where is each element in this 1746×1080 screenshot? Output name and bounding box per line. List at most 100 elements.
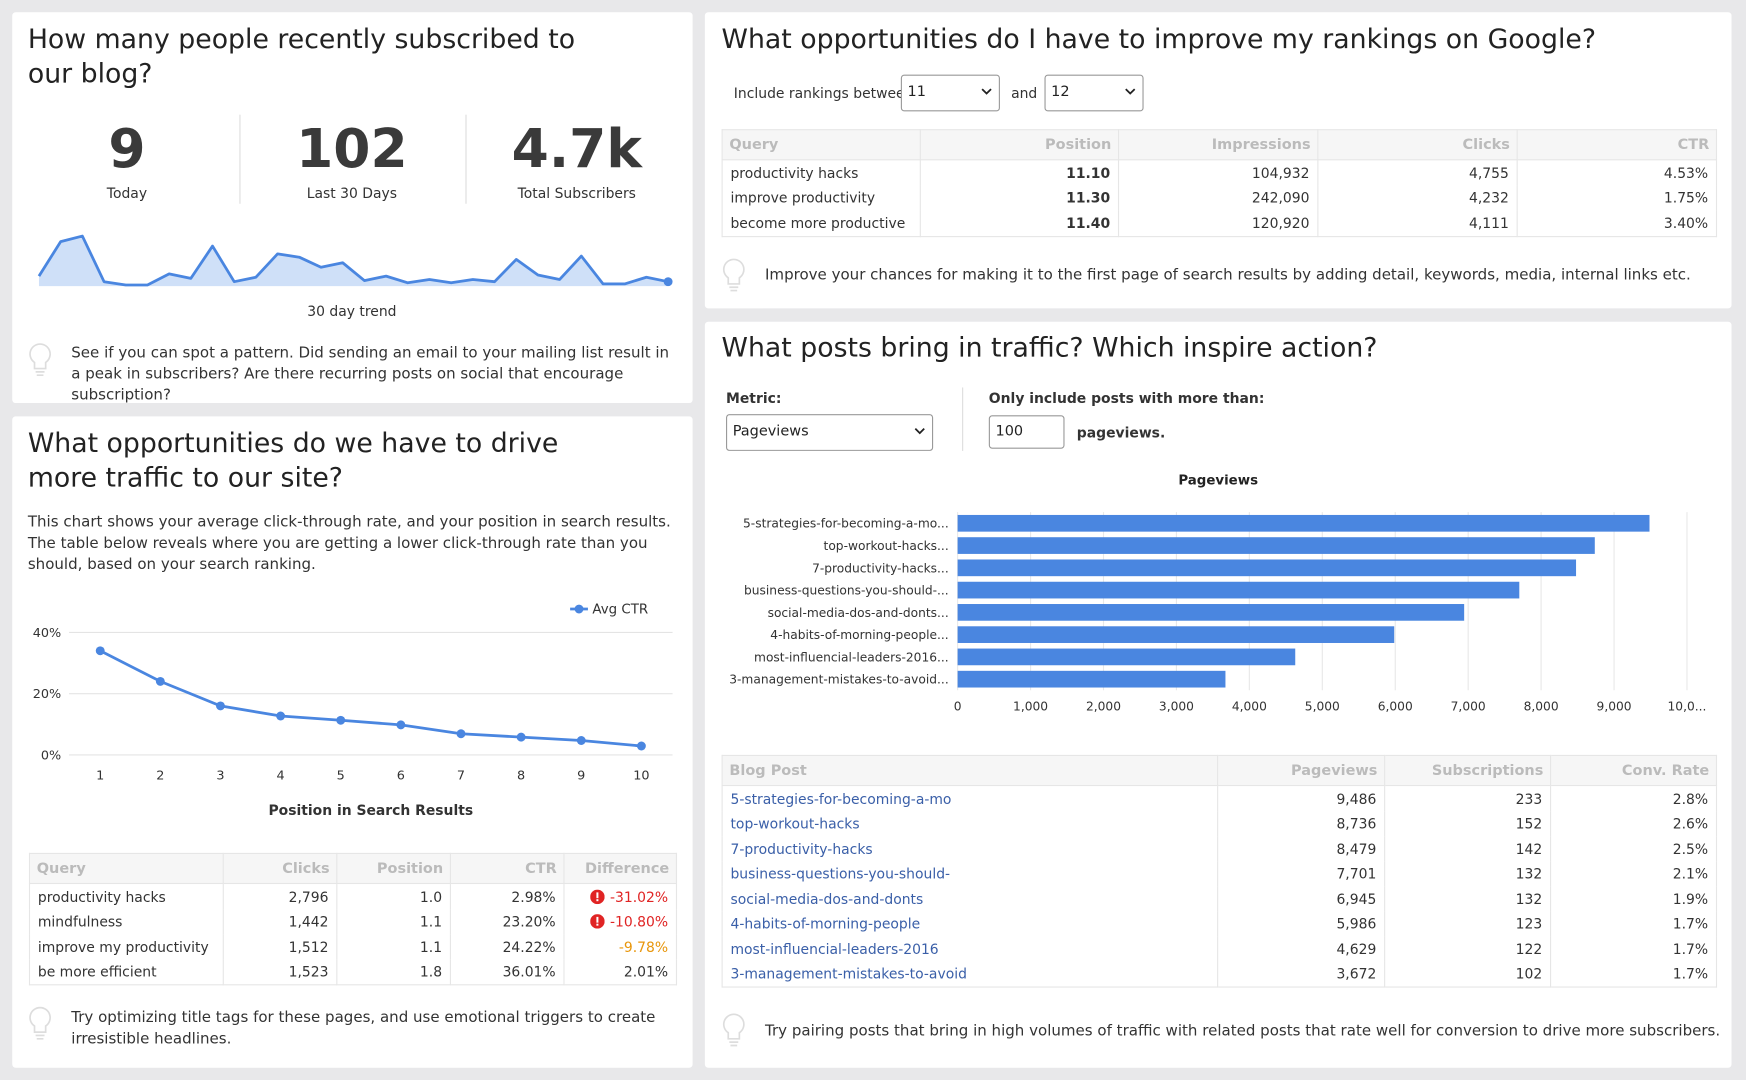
cell-text: 11.40 xyxy=(1066,214,1111,232)
table-cell: 5,986 xyxy=(1217,911,1386,937)
y-tick-label: 5-strategies-for-becoming-a-mo... xyxy=(743,517,949,531)
x-axis-label: 30 day trend xyxy=(307,304,396,320)
tip-icon xyxy=(722,1013,745,1047)
select[interactable]: 12 xyxy=(1044,74,1144,112)
bar-chart: Pageviews 0 1,000 2,000 3,000 4,000 5,000 6,000… xyxy=(729,473,1706,713)
bar xyxy=(957,514,1650,532)
x-tick-label: 3 xyxy=(216,768,224,783)
column-header: Position xyxy=(336,852,451,885)
x-tick-label: 7,000 xyxy=(1451,699,1486,713)
table-cell: 242,090 xyxy=(1117,185,1319,211)
alert-mark xyxy=(596,892,599,898)
table-cell: 233 xyxy=(1384,785,1552,812)
table-cell: -9.78% xyxy=(563,934,678,960)
table-cell: 1.8 xyxy=(336,959,451,986)
table-cell[interactable]: 5-strategies-for-becoming-a-mo xyxy=(721,785,1219,812)
x-tick-label: 2 xyxy=(156,768,164,783)
cell-text: 2.8% xyxy=(1672,790,1709,807)
column-header: Difference xyxy=(563,852,678,885)
point xyxy=(636,741,646,751)
post-link: social-media-dos-and-donts xyxy=(730,890,924,908)
cell-text: -31.02% xyxy=(610,888,669,905)
table-cell[interactable]: social-media-dos-and-donts xyxy=(721,886,1219,912)
table-cell[interactable]: business-questions-you-should- xyxy=(721,861,1219,887)
table-row: 3-management-mistakes-to-avoid 3,672 102 1.… xyxy=(721,961,1718,988)
table-row: improve productivity 11.30 242,090 4,232 1.7… xyxy=(721,185,1718,211)
table-cell: 1,523 xyxy=(222,959,338,986)
table-cell[interactable]: 3-management-mistakes-to-avoid xyxy=(721,961,1219,988)
chevron xyxy=(914,428,925,435)
table-cell: 122 xyxy=(1384,936,1552,962)
table-cell[interactable]: most-influencial-leaders-2016 xyxy=(721,936,1219,962)
table-row: top-workout-hacks 8,736 152 2.6% xyxy=(721,811,1718,837)
table-cell: -10.80% xyxy=(563,909,678,935)
point xyxy=(516,732,526,742)
input-value: 100 xyxy=(995,423,1024,440)
bar xyxy=(957,626,1395,643)
select[interactable]: Pageviews xyxy=(726,414,934,451)
column-header: Query xyxy=(28,852,224,885)
table-cell: 2.5% xyxy=(1550,836,1718,862)
select[interactable]: 11 xyxy=(900,74,1000,112)
table-cell: 6,945 xyxy=(1217,886,1386,912)
cell-text: 4,629 xyxy=(1336,940,1377,958)
stat-label: Today xyxy=(106,184,148,202)
table-cell: 24.22% xyxy=(449,934,565,960)
chart-title: Pageviews xyxy=(1178,473,1258,488)
x-tick-label: 9 xyxy=(577,768,585,783)
cell-text: 152 xyxy=(1515,815,1543,832)
column-header: Subscriptions xyxy=(1384,754,1552,787)
table-row: be more efficient 1,523 1.8 36.01% 2.01% xyxy=(28,959,678,986)
line xyxy=(37,234,669,287)
cell-text: 1,512 xyxy=(288,938,329,956)
tip-text: Improve your chances for making it to th… xyxy=(764,266,1691,284)
table-cell: improve my productivity xyxy=(28,934,224,960)
table-cell: 123 xyxy=(1384,911,1552,937)
y-tick-label: 4-habits-of-morning-people... xyxy=(770,628,948,642)
cell-text: 1.7% xyxy=(1672,965,1709,983)
point xyxy=(276,711,286,721)
cell-text: 1.8 xyxy=(419,963,443,981)
table-cell[interactable]: top-workout-hacks xyxy=(721,811,1219,837)
post-link: business-questions-you-should- xyxy=(730,865,951,883)
cell-text: 132 xyxy=(1515,890,1543,908)
cell-text: 4,755 xyxy=(1468,164,1509,182)
filter-label: and xyxy=(1011,84,1038,102)
table-cell: 2,796 xyxy=(222,883,338,910)
data-table: Query Position Impressions Clicks CTR product… xyxy=(721,129,1718,237)
cell-text: 5,986 xyxy=(1336,915,1377,933)
column-header: Impressions xyxy=(1117,129,1319,161)
x-tick-label: 1,000 xyxy=(1013,699,1048,713)
column-header: Pageviews xyxy=(1217,754,1386,787)
text-input[interactable]: 100 xyxy=(988,415,1065,449)
cell-text: 132 xyxy=(1515,865,1543,883)
table-cell: -31.02% xyxy=(563,883,678,910)
cell-text: 1.1 xyxy=(419,913,443,930)
stat-label: Last 30 Days xyxy=(306,184,398,202)
header-row: Blog Post Pageviews Subscriptions Conv. Rat… xyxy=(721,754,1718,787)
cell-text: 4,111 xyxy=(1468,214,1509,232)
table-head: Query Clicks Position CTR Difference xyxy=(28,852,678,885)
point xyxy=(576,736,586,745)
table-row: business-questions-you-should- 7,701 132 2.… xyxy=(721,861,1718,887)
table-cell: 142 xyxy=(1384,836,1552,862)
cell-text: productivity hacks xyxy=(37,888,166,905)
table-cell: 2.98% xyxy=(449,883,565,910)
table-cell: 104,932 xyxy=(1117,159,1319,186)
table-cell: productivity hacks xyxy=(28,883,224,910)
table-cell[interactable]: 7-productivity-hacks xyxy=(721,836,1219,862)
table-body: productivity hacks 2,796 1.0 2.98% -31.02% mi… xyxy=(28,883,678,986)
table-cell[interactable]: 4-habits-of-morning-people xyxy=(721,911,1219,937)
table-cell: 1.1 xyxy=(336,909,451,935)
table-cell: 4,232 xyxy=(1317,185,1518,211)
post-link: 3-management-mistakes-to-avoid xyxy=(730,965,967,983)
alert-mark xyxy=(596,917,599,923)
cell-text: 1,442 xyxy=(288,913,329,930)
panel-title: How many people recently subscribed to o… xyxy=(27,23,576,90)
table-cell: 4,111 xyxy=(1317,210,1518,237)
point xyxy=(396,720,406,730)
stat-value: 9 xyxy=(108,118,146,181)
alert-mark xyxy=(596,898,599,901)
table-cell: 1.7% xyxy=(1550,936,1718,962)
cell-text: -10.80% xyxy=(610,913,669,930)
